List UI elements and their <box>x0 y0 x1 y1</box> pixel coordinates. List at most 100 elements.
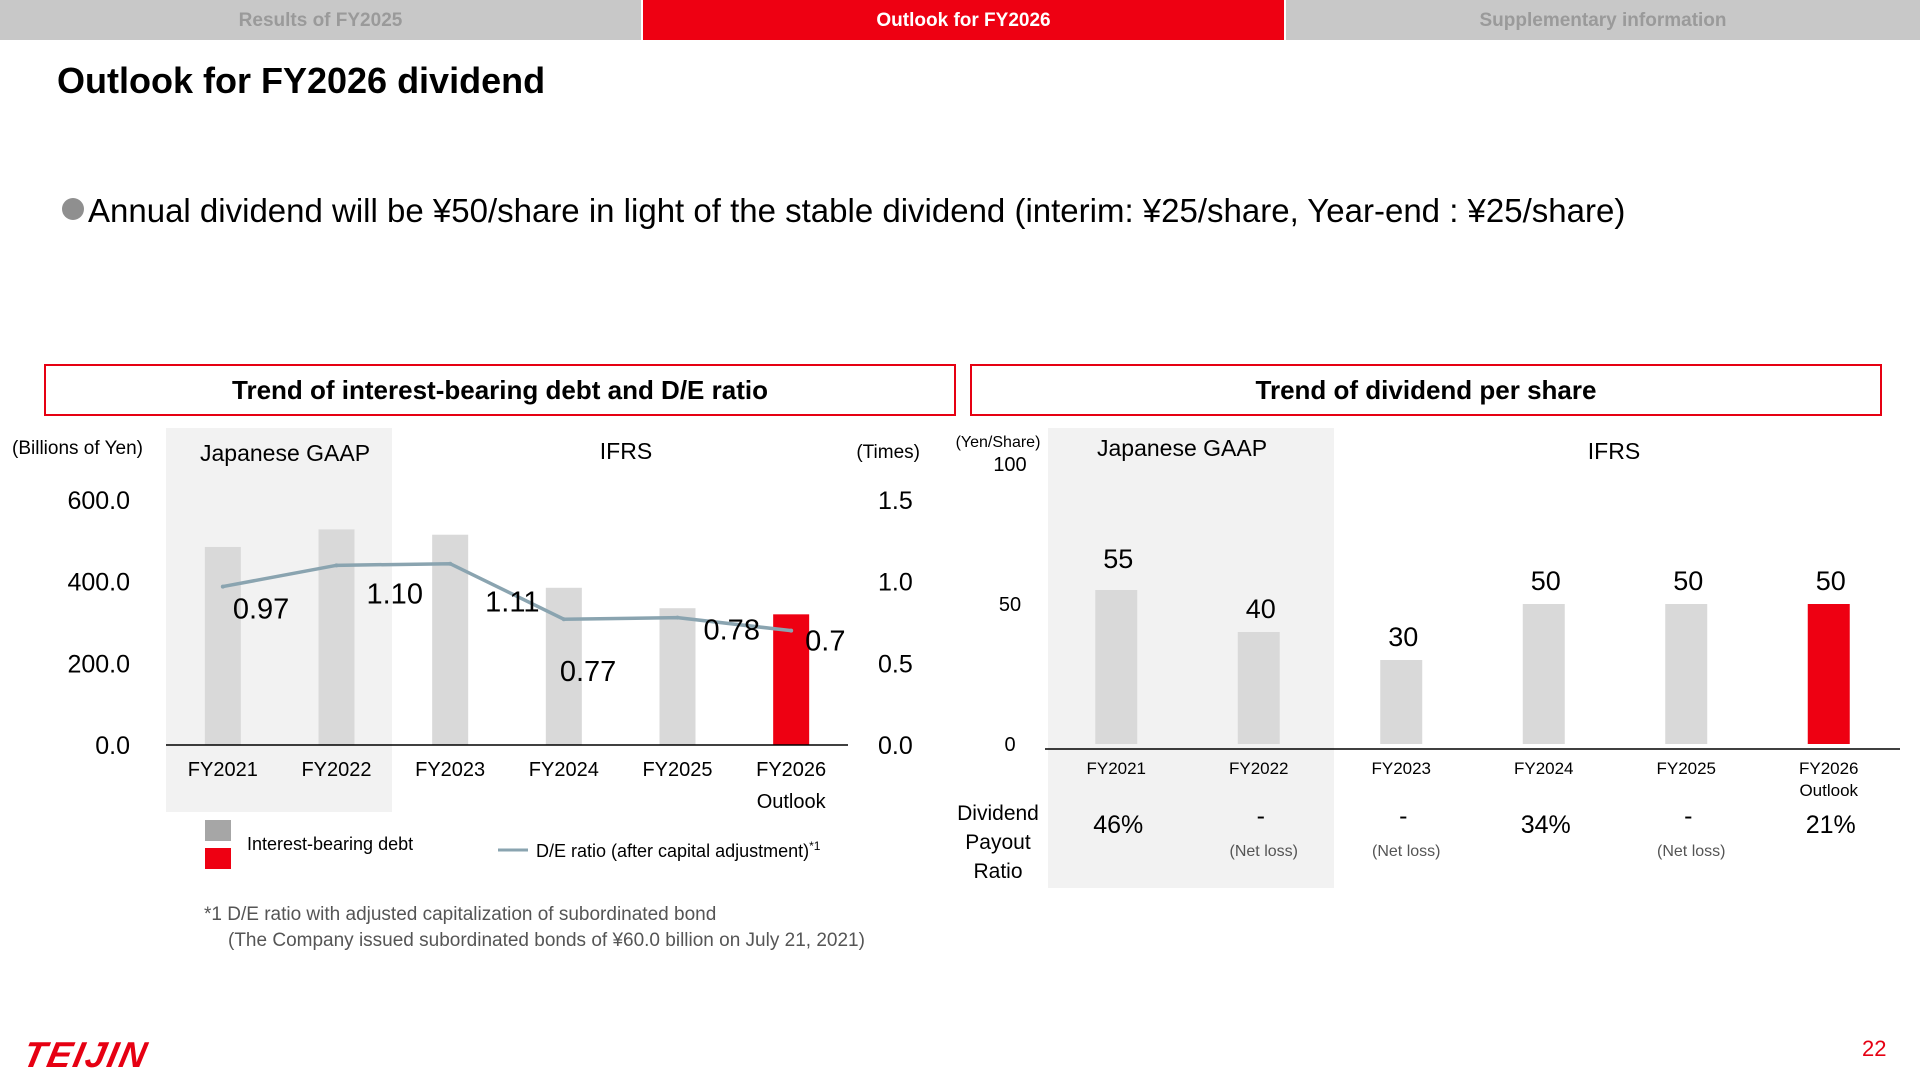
payout-label-line1: Dividend <box>957 802 1039 825</box>
dividend-statement: Annual dividend will be ¥50/share in lig… <box>62 192 1625 230</box>
right-y-ticks: 0.0 0.5 1.0 1.5 <box>878 487 913 760</box>
logo-text: TEIJIN <box>28 1036 152 1075</box>
left-y-tick-label: 200.0 <box>67 650 130 678</box>
de-ratio-data-label: 0.78 <box>704 615 760 647</box>
dividend-bar-fy2021 <box>1095 590 1138 744</box>
dividend-statement-text: Annual dividend will be ¥50/share in lig… <box>88 192 1626 229</box>
de-ratio-line: 0.97 1.10 1.11 0.77 0.78 0.7 <box>220 561 845 688</box>
dividend-bar-fy2023 <box>1380 660 1423 744</box>
dividend-per-share-chart: (Yen/Share) Japanese GAAP IFRS 0 50 100 55… <box>956 428 1900 888</box>
tab-results-fy2025[interactable]: Results of FY2025 <box>0 0 641 40</box>
de-ratio-point <box>448 561 453 566</box>
dividend-bar-fy2025 <box>1665 604 1708 744</box>
payout-ratio-label: Dividend Payout Ratio <box>957 802 1039 883</box>
de-ratio-data-label: 0.7 <box>805 626 845 658</box>
dividend-data-label: 55 <box>1103 544 1133 574</box>
left-x-tick-label: FY2023 <box>415 759 485 781</box>
de-ratio-point <box>789 628 794 633</box>
dividend-data-label: 50 <box>1816 566 1846 596</box>
dividend-data-label: 50 <box>1673 566 1703 596</box>
left-x-tick-label: FY2026 <box>756 759 826 781</box>
legend-red-swatch <box>205 848 231 869</box>
debt-de-ratio-chart: (Billions of Yen) Japanese GAAP IFRS (Ti… <box>12 428 920 869</box>
right-x-labels: FY2021 FY2022 FY2023 FY2024 FY2025 FY2026 Outl… <box>1086 759 1858 800</box>
debt-bar-fy2021 <box>204 546 241 745</box>
dividend-y-tick-label: 50 <box>999 594 1021 616</box>
right-y-tick-label: 0.0 <box>878 732 913 760</box>
gaap-region-label-right: Japanese GAAP <box>1097 435 1267 461</box>
dividend-bar-fy2022 <box>1237 632 1280 744</box>
left-y-ticks: 0.0 200.0 400.0 600.0 <box>67 487 130 760</box>
de-ratio-data-label: 1.10 <box>367 578 423 610</box>
left-x-labels: FY2021 FY2022 FY2023 FY2024 FY2025 FY2026 Outl… <box>188 759 827 813</box>
payout-label-line2: Payout <box>965 831 1031 854</box>
dividend-bars: 55 40 30 50 50 50 <box>1095 544 1850 744</box>
right-axis-unit-yen: (Yen/Share) <box>956 434 1041 451</box>
footnote-1: *1 D/E ratio with adjusted capitalizatio… <box>204 904 717 925</box>
de-ratio-point <box>561 617 566 622</box>
payout-ratio-value: - <box>1257 802 1265 830</box>
payout-ratio-value: 21% <box>1806 811 1856 839</box>
tab-outlook-fy2026[interactable]: Outlook for FY2026 <box>643 0 1284 40</box>
de-ratio-data-label: 0.97 <box>233 594 289 626</box>
dividend-y-tick-label: 0 <box>1004 734 1015 756</box>
footnote-2: (The Company issued subordinated bonds o… <box>228 930 865 951</box>
page-number: 22 <box>1862 1036 1887 1061</box>
dividend-data-label: 30 <box>1388 622 1418 652</box>
de-ratio-polyline <box>222 561 792 633</box>
gaap-region-label: Japanese GAAP <box>200 440 370 466</box>
section-tabs: Results of FY2025 Outlook for FY2026 Sup… <box>0 0 1920 40</box>
payout-ratio-row: 46% - (Net loss) - (Net loss) 34% - (Net loss) 2… <box>1093 802 1856 860</box>
de-ratio-data-label: 1.11 <box>485 587 539 619</box>
debt-chart-heading: Trend of interest-bearing debt and D/E r… <box>44 364 956 416</box>
dividend-y-ticks: 0 50 100 <box>993 454 1026 756</box>
de-ratio-point <box>220 584 225 589</box>
debt-bar-fy2026 <box>773 614 810 745</box>
dividend-chart-heading: Trend of dividend per share <box>970 364 1882 416</box>
payout-ratio-note: (Net loss) <box>1657 843 1725 860</box>
left-axis-unit: (Billions of Yen) <box>12 438 143 459</box>
ifrs-region-label: IFRS <box>600 438 652 464</box>
de-ratio-point <box>334 563 339 568</box>
de-ratio-data-label: 0.77 <box>560 656 616 688</box>
ifrs-region-label-right: IFRS <box>1588 438 1640 464</box>
dividend-x-tick-label: FY2023 <box>1371 759 1431 778</box>
japanese-gaap-shade-right <box>1048 428 1334 888</box>
payout-ratio-value: 46% <box>1093 811 1143 839</box>
dividend-data-label: 40 <box>1246 594 1276 624</box>
right-y-tick-label: 1.5 <box>878 487 913 515</box>
dividend-x-tick-label: FY2024 <box>1514 759 1574 778</box>
dividend-x-tick-label: FY2026 <box>1799 759 1859 778</box>
dividend-x-tick-label: FY2021 <box>1086 759 1146 778</box>
left-y-tick-label: 0.0 <box>95 732 130 760</box>
left-x-tick-label: FY2024 <box>529 759 599 781</box>
payout-ratio-note: (Net loss) <box>1372 843 1440 860</box>
left-y-tick-label: 600.0 <box>67 487 130 515</box>
left-x-sublabel: Outlook <box>757 791 827 813</box>
left-x-tick-label: FY2021 <box>188 759 258 781</box>
dividend-x-sublabel: Outlook <box>1799 781 1858 800</box>
dividend-x-tick-label: FY2025 <box>1656 759 1716 778</box>
debt-bar-fy2025 <box>659 608 696 745</box>
page-title: Outlook for FY2026 dividend <box>57 60 546 101</box>
payout-ratio-value: - <box>1399 802 1407 830</box>
de-ratio-point <box>675 615 680 620</box>
left-y-tick-label: 400.0 <box>67 569 130 597</box>
dividend-bar-fy2024 <box>1522 604 1565 744</box>
dividend-x-tick-label: FY2022 <box>1229 759 1289 778</box>
left-x-tick-label: FY2025 <box>642 759 712 781</box>
payout-label-line3: Ratio <box>973 860 1022 883</box>
dividend-bar-fy2026 <box>1807 604 1850 744</box>
left-x-tick-label: FY2022 <box>301 759 371 781</box>
debt-bar-fy2022 <box>318 529 355 745</box>
debt-bar-fy2023 <box>432 534 469 745</box>
payout-ratio-value: - <box>1684 802 1692 830</box>
payout-ratio-note: (Net loss) <box>1230 843 1298 860</box>
tab-supplementary-information[interactable]: Supplementary information <box>1286 0 1920 40</box>
legend-ratio-label: D/E ratio (after capital adjustment)*1 <box>536 839 821 861</box>
teijin-logo: TEIJIN <box>20 1034 208 1081</box>
bullet-icon <box>62 198 84 220</box>
legend-debt-label: Interest-bearing debt <box>247 834 413 854</box>
dividend-data-label: 50 <box>1531 566 1561 596</box>
right-y-tick-label: 1.0 <box>878 569 913 597</box>
